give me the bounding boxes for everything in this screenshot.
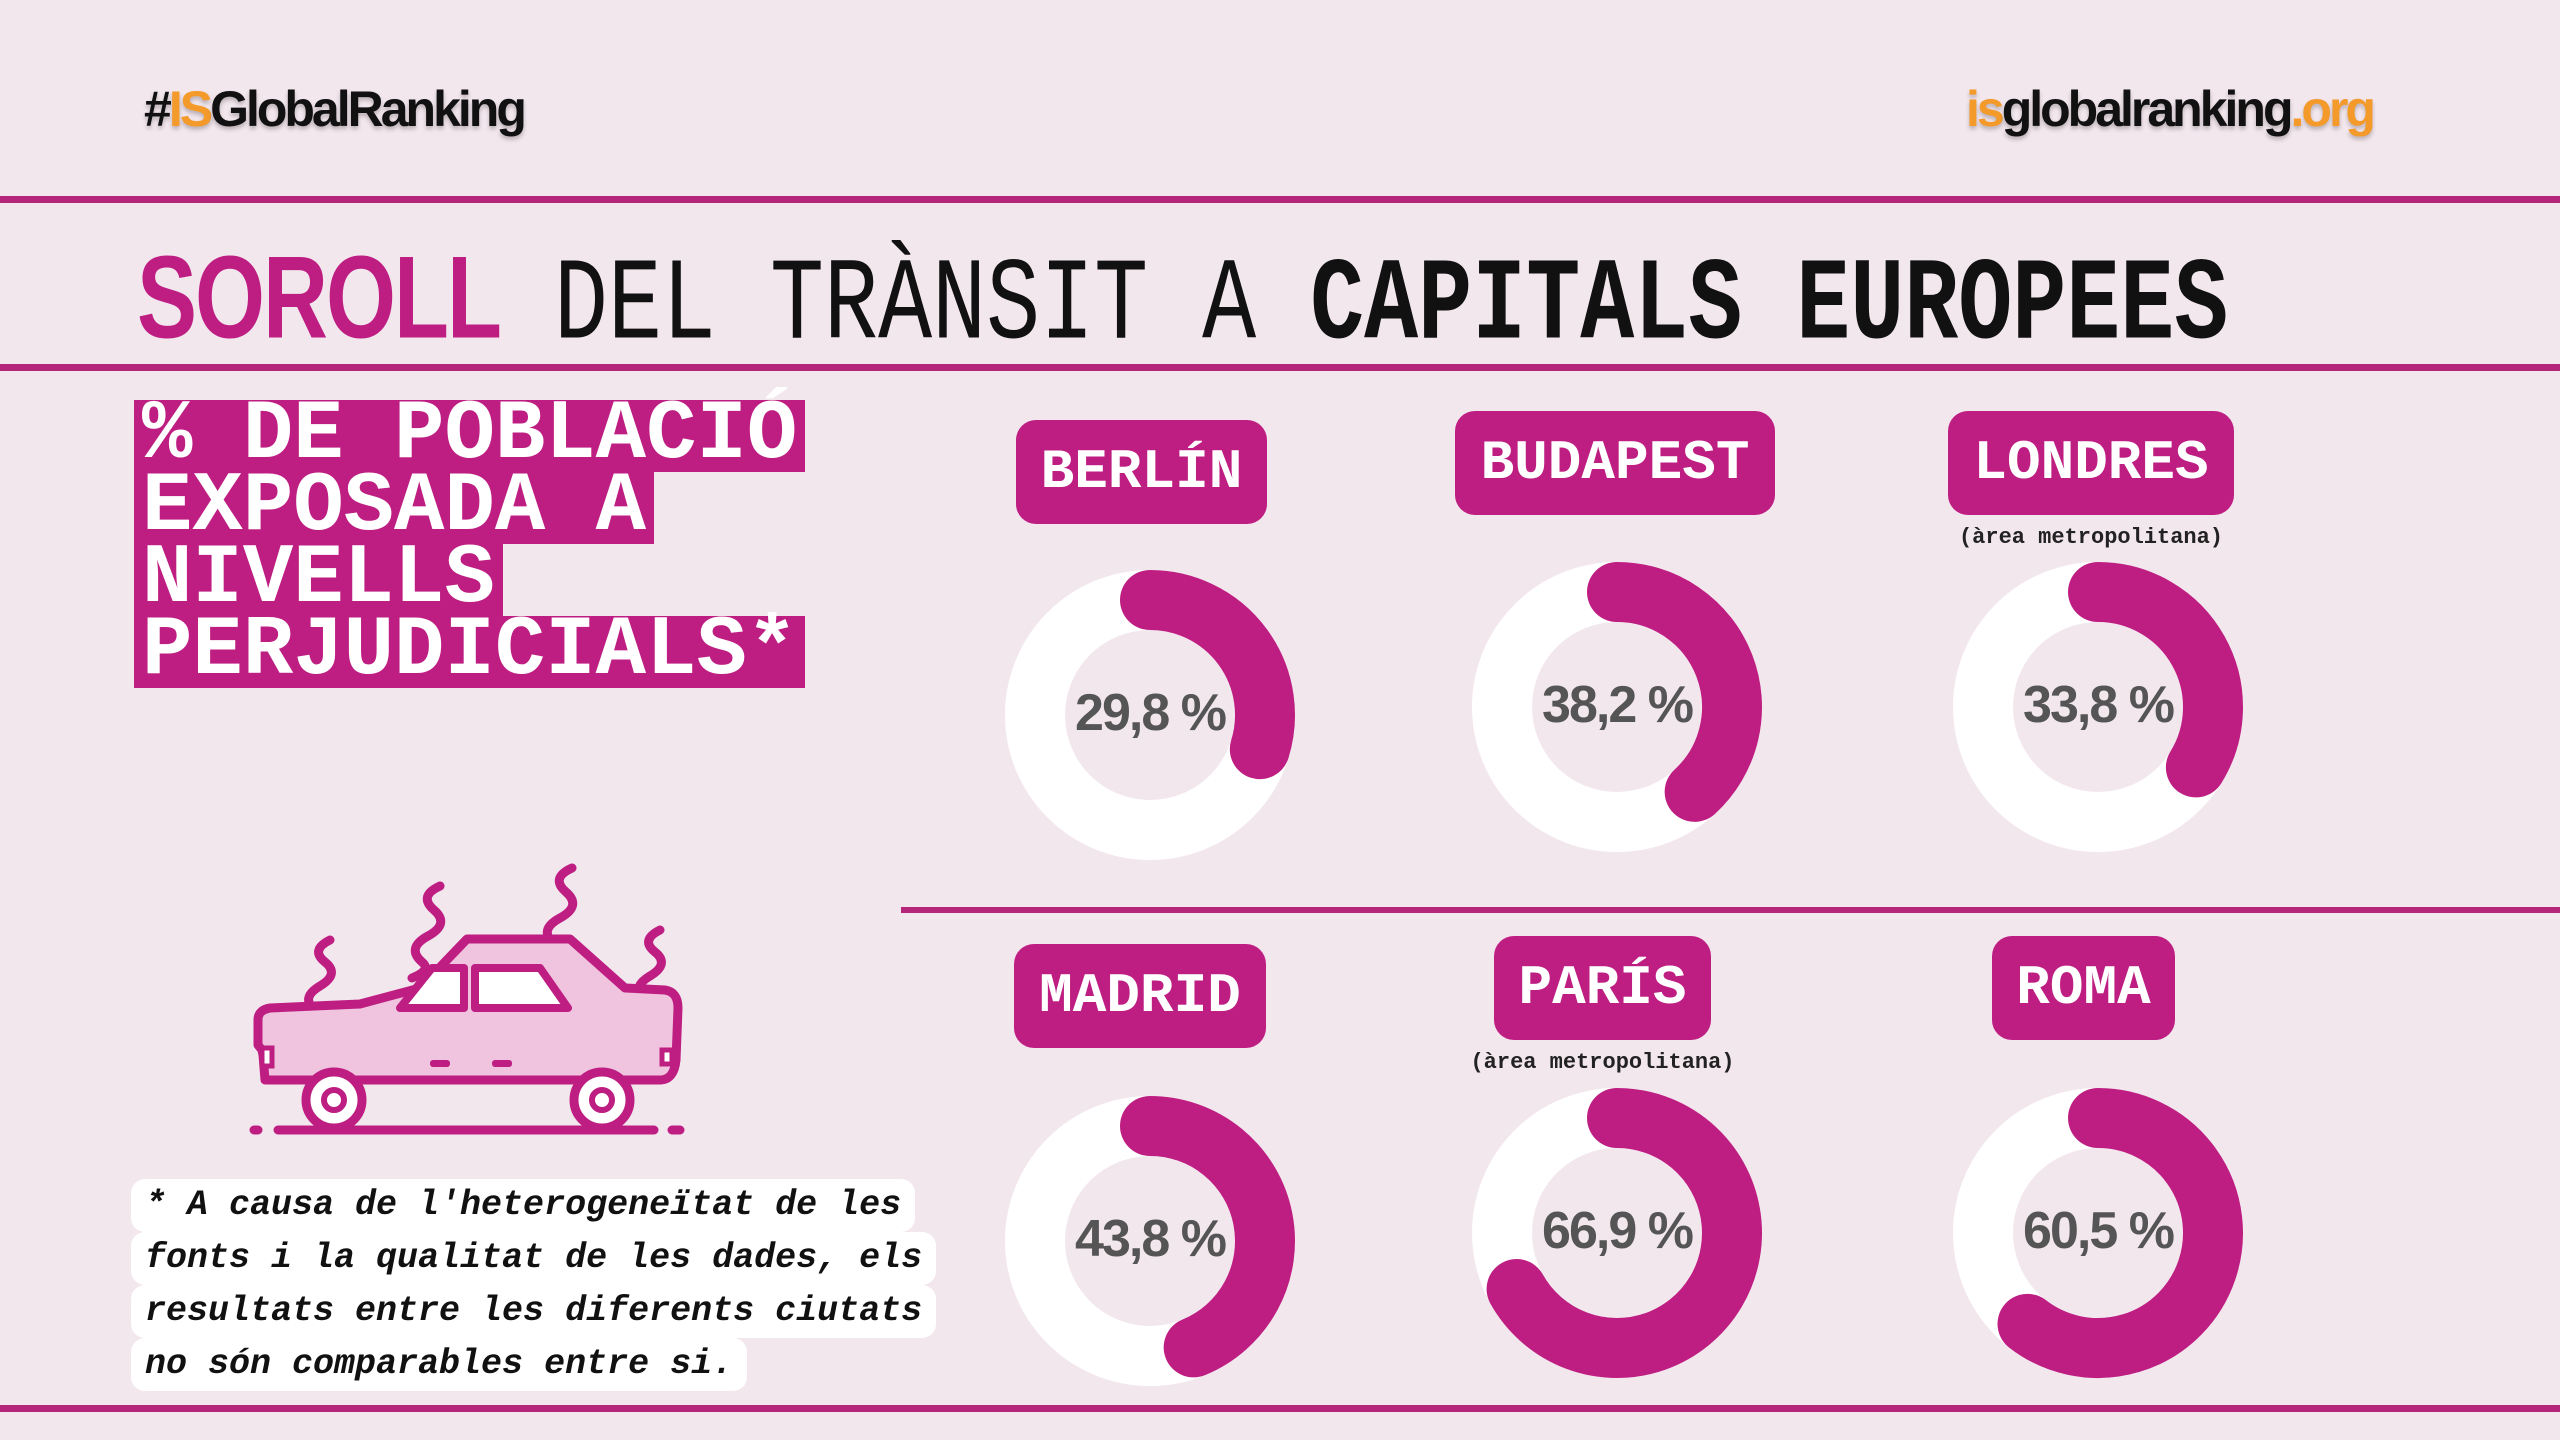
city-label: PARÍS xyxy=(1494,936,1711,1040)
footnote-line: fonts i la qualitat de les dades, els xyxy=(131,1232,937,1285)
value-label: 43,8 % xyxy=(1075,1210,1227,1268)
divider-top xyxy=(0,196,2560,203)
divider-bottom xyxy=(0,1405,2560,1412)
title-part-1: SOROLL xyxy=(137,233,502,364)
value-label: 38,2 % xyxy=(1542,676,1694,734)
footnote: * A causa de l'heterogeneïtat de les fon… xyxy=(131,1179,971,1391)
hashtag-prefix: # xyxy=(144,81,172,137)
divider-middle xyxy=(901,907,2560,913)
donut-value-arc xyxy=(2068,562,2243,798)
lead-line: % DE POBLACIÓ xyxy=(134,394,806,478)
hashtag-rest: GlobalRanking xyxy=(210,81,527,137)
donut-value-arc xyxy=(1997,1088,2243,1378)
page-title: SOROLL DEL TRÀNSIT A CAPITALS EUROPEES xyxy=(137,232,2229,374)
title-part-2: DEL TRÀNSIT A xyxy=(554,241,1257,374)
site-main: globalranking xyxy=(2001,81,2294,137)
hashtag-accent: IS xyxy=(168,81,213,137)
lead-line: PERJUDICIALS* xyxy=(134,610,806,694)
donut-value-arc xyxy=(1486,1088,1762,1378)
value-label: 66,9 % xyxy=(1542,1202,1694,1260)
donut-value-arc xyxy=(1587,562,1762,822)
site-accent: is xyxy=(1966,81,2005,137)
site-link[interactable]: isglobalranking.org xyxy=(1966,80,2376,138)
footnote-line: * A causa de l'heterogeneïtat de les xyxy=(131,1179,916,1232)
city-note: (àrea metropolitana) xyxy=(1470,1050,1735,1075)
divider-title xyxy=(0,364,2560,371)
lead-line: EXPOSADA A xyxy=(134,466,655,550)
city-label: MADRID xyxy=(1014,944,1266,1048)
value-label: 29,8 % xyxy=(1075,684,1227,742)
city-label: LONDRES xyxy=(1948,411,2234,515)
city-note: (àrea metropolitana) xyxy=(1958,525,2224,550)
hashtag-logo: #ISGlobalRanking xyxy=(144,80,527,138)
title-part-3: CAPITALS EUROPEES xyxy=(1310,241,2229,374)
site-suffix: .org xyxy=(2290,81,2376,137)
lead-heading: % DE POBLACIÓ EXPOSADA A NIVELLS PERJUDI… xyxy=(134,394,834,694)
value-label: 33,8 % xyxy=(2023,676,2175,734)
city-label: ROMA xyxy=(1992,936,2175,1040)
car-icon xyxy=(249,934,685,1135)
donut-value-arc xyxy=(1120,570,1295,780)
footnote-line: resultats entre les diferents ciutats xyxy=(131,1285,937,1338)
value-label: 60,5 % xyxy=(2023,1202,2175,1260)
city-label: BERLÍN xyxy=(1016,420,1267,524)
donut-value-arc xyxy=(1120,1096,1295,1378)
lead-line: NIVELLS xyxy=(134,538,503,622)
city-label: BUDAPEST xyxy=(1455,411,1775,515)
footnote-line: no són comparables entre si. xyxy=(131,1338,748,1391)
